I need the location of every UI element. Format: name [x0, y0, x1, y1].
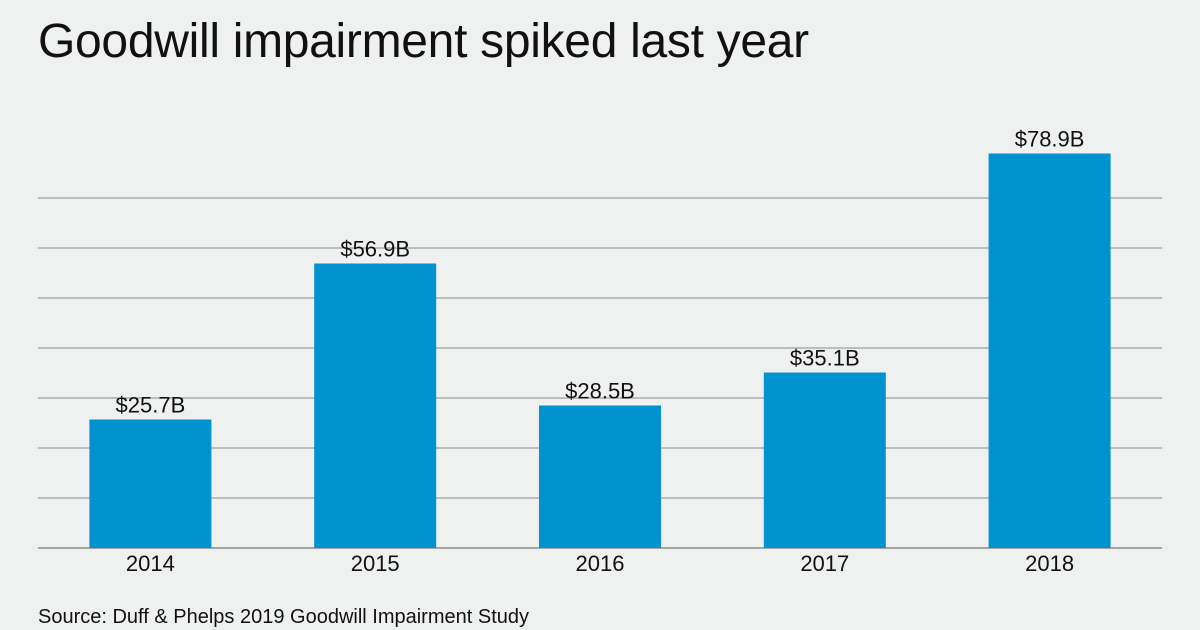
data-label-2016: $28.5B: [565, 379, 635, 404]
bar-2015: [314, 263, 437, 548]
data-label-2018: $78.9B: [1015, 127, 1085, 152]
x-tick-label-2016: 2016: [576, 551, 625, 576]
chart-title: Goodwill impairment spiked last year: [38, 15, 809, 68]
bar-2017: [763, 372, 886, 548]
bar-2018: [988, 153, 1111, 548]
source-note: Source: Duff & Phelps 2019 Goodwill Impa…: [38, 606, 529, 628]
bar-2016: [539, 405, 661, 548]
data-label-2015: $56.9B: [340, 237, 410, 262]
bar-2014: [89, 419, 212, 548]
x-tick-label-2017: 2017: [800, 551, 849, 576]
data-labels: $25.7B $56.9B $28.5B $35.1B $78.9B: [116, 127, 1085, 418]
x-tick-label-2014: 2014: [126, 551, 175, 576]
data-label-2014: $25.7B: [116, 393, 186, 418]
bars: [89, 153, 1111, 548]
x-tick-label-2018: 2018: [1025, 551, 1074, 576]
x-tick-label-2015: 2015: [351, 551, 400, 576]
x-axis-tick-labels: 2014 2015 2016 2017 2018: [126, 551, 1074, 576]
data-label-2017: $35.1B: [790, 346, 860, 371]
